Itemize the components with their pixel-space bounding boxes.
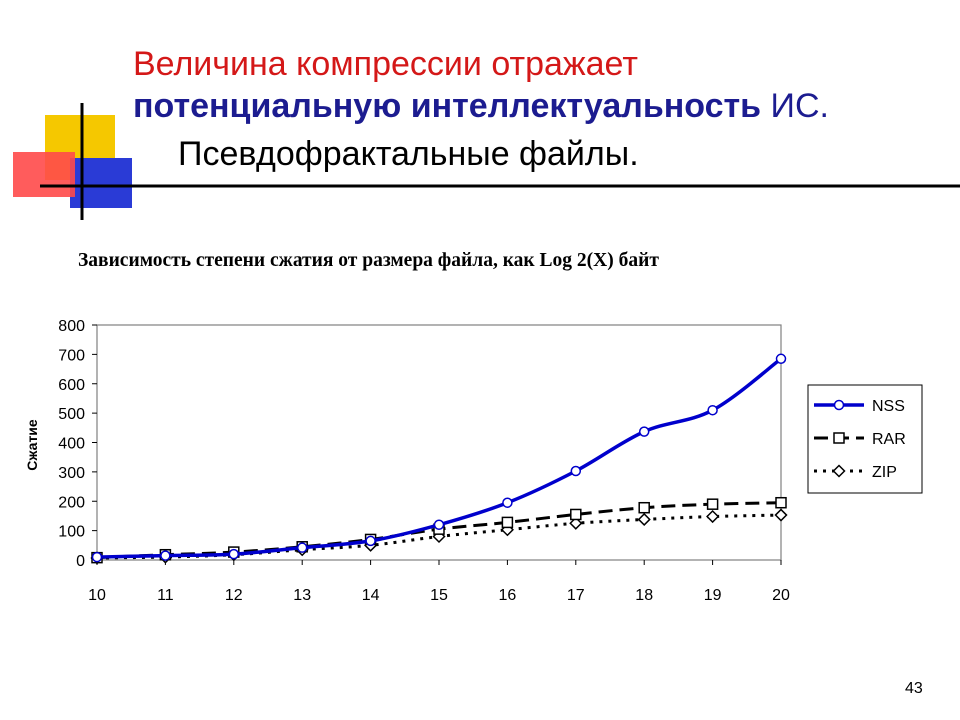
data-point-rar bbox=[570, 508, 582, 521]
data-point-nss bbox=[707, 404, 718, 416]
data-point-nss bbox=[502, 497, 513, 508]
chart-title: Зависимость степени сжатия от размера фа… bbox=[78, 250, 659, 271]
x-tick-label: 13 bbox=[293, 587, 311, 604]
data-point-nss bbox=[365, 535, 376, 547]
data-point-zip bbox=[637, 512, 651, 527]
data-point-nss bbox=[638, 426, 650, 437]
data-point-rar bbox=[501, 516, 514, 529]
data-point-zip bbox=[774, 508, 788, 522]
legend-marker-rar bbox=[833, 432, 845, 444]
x-tick-label: 18 bbox=[635, 587, 653, 604]
slide-title-bold: потенциальную интеллектуальность bbox=[133, 87, 762, 125]
data-point-nss bbox=[775, 353, 787, 365]
deco-red-square bbox=[13, 152, 75, 197]
data-point-zip bbox=[706, 509, 720, 524]
data-point-nss bbox=[296, 542, 308, 553]
data-point-nss bbox=[91, 551, 103, 563]
data-point-nss bbox=[160, 550, 171, 561]
x-tick-label: 11 bbox=[157, 587, 174, 604]
x-tick-label: 14 bbox=[362, 587, 380, 604]
x-tick-label: 17 bbox=[567, 587, 585, 604]
y-tick-label: 200 bbox=[58, 494, 85, 511]
deco-blue-square bbox=[70, 158, 132, 208]
x-tick-label: 15 bbox=[430, 587, 448, 604]
legend-label-nss: NSS bbox=[872, 398, 905, 415]
legend-label-zip: ZIP bbox=[872, 464, 897, 481]
x-tick-label: 12 bbox=[225, 587, 243, 604]
title-decoration bbox=[13, 103, 960, 220]
x-tick-label: 16 bbox=[499, 587, 517, 604]
y-tick-label: 100 bbox=[58, 524, 85, 541]
y-tick-label: 0 bbox=[76, 553, 85, 570]
legend-label-rar: RAR bbox=[872, 431, 906, 448]
data-point-rar bbox=[706, 498, 719, 510]
y-tick-label: 300 bbox=[58, 465, 85, 482]
data-point-rar bbox=[638, 501, 650, 514]
y-tick-label: 600 bbox=[58, 377, 85, 394]
slide-number: 43 bbox=[905, 680, 923, 697]
y-axis-label: Сжатие bbox=[24, 419, 40, 471]
data-point-nss bbox=[570, 465, 582, 477]
y-tick-label: 800 bbox=[58, 318, 85, 335]
y-tick-label: 500 bbox=[58, 406, 85, 423]
data-point-nss bbox=[433, 519, 445, 530]
slide-title-line-1: Величина компрессии отражает bbox=[133, 45, 638, 83]
x-tick-label: 19 bbox=[704, 587, 722, 604]
legend-marker-nss bbox=[833, 399, 845, 411]
x-tick-label: 10 bbox=[88, 587, 106, 604]
x-tick-label: 20 bbox=[772, 587, 790, 604]
legend-marker-zip bbox=[832, 464, 846, 478]
slide-title-line-2: потенциальную интеллектуальность ИС. bbox=[133, 86, 829, 126]
data-point-nss bbox=[228, 548, 240, 560]
y-tick-label: 400 bbox=[58, 436, 85, 453]
slide-subtitle: Псевдофрактальные файлы. bbox=[178, 135, 639, 173]
y-tick-label: 700 bbox=[58, 347, 85, 364]
slide-title-suffix: ИС. bbox=[761, 87, 829, 125]
data-point-rar bbox=[775, 496, 787, 509]
data-point-zip bbox=[569, 516, 583, 530]
